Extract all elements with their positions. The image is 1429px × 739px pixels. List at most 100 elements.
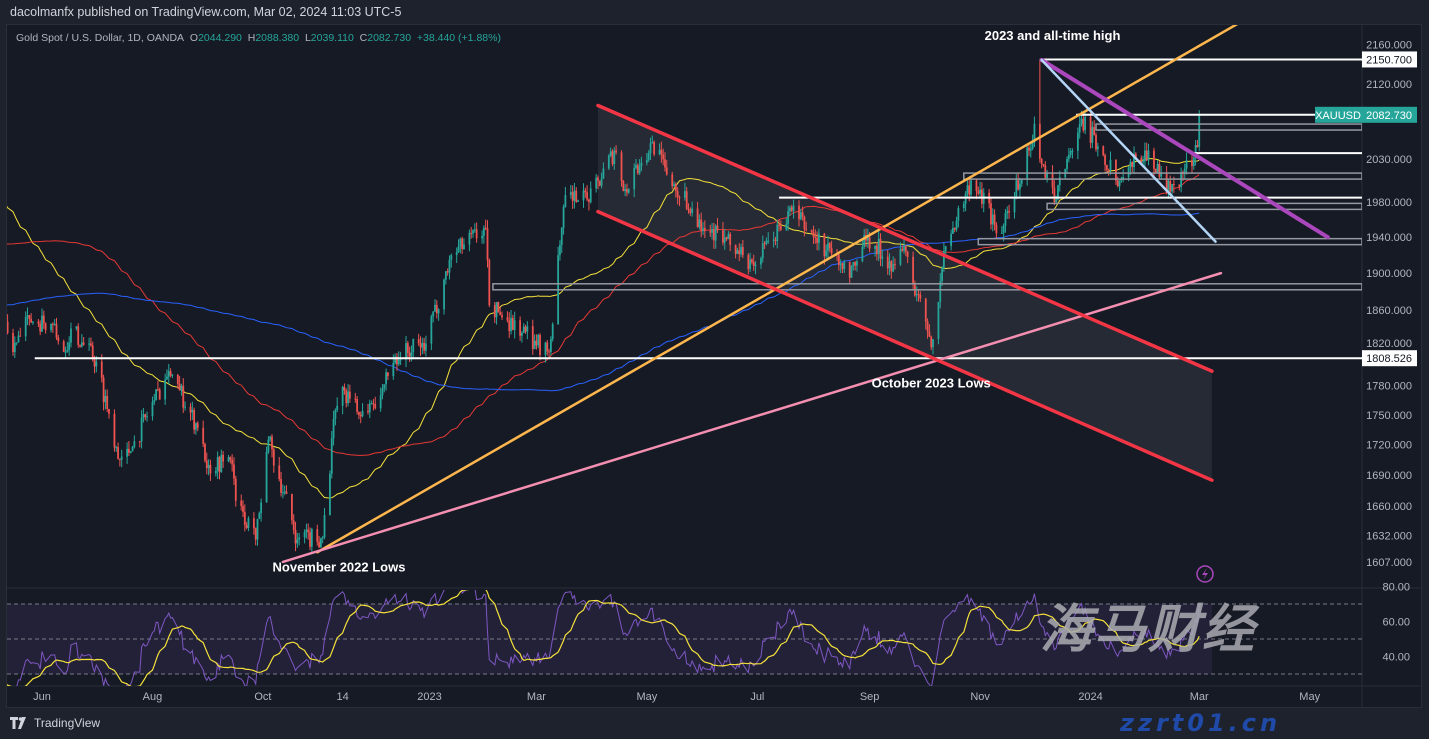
candle-body: [942, 251, 945, 268]
candle-body: [220, 454, 223, 472]
candle-body: [1107, 169, 1110, 171]
candle-body: [260, 502, 263, 514]
candle-body: [779, 226, 782, 230]
candle-body: [685, 191, 688, 209]
candle-body: [455, 251, 458, 256]
candle-body: [285, 491, 288, 495]
candle-body: [329, 473, 331, 516]
candle-body: [323, 515, 326, 538]
candle-body: [917, 294, 920, 296]
candle-body: [825, 250, 828, 257]
candle-body: [153, 400, 156, 403]
candle-body: [231, 459, 234, 465]
candle-body: [749, 259, 752, 270]
candle-body: [55, 323, 58, 338]
candle-body: [539, 335, 541, 355]
alert-lightning-icon[interactable]: [1196, 565, 1214, 583]
candle-body: [736, 250, 739, 254]
candle-body: [450, 255, 453, 260]
watermark-url: zzrt01.cn: [1120, 709, 1282, 737]
candle-body: [330, 438, 333, 474]
rsi-tick-label: 80.00: [1382, 582, 1410, 594]
candle-body: [484, 227, 487, 229]
candle-body: [296, 539, 299, 544]
price-tick-label: 2120.000: [1366, 79, 1412, 91]
candle-body: [760, 258, 762, 265]
tradingview-brand[interactable]: TradingView: [34, 716, 101, 730]
candle-body: [472, 230, 474, 234]
candle-body: [182, 385, 185, 408]
candle-body: [336, 405, 339, 410]
candle-body: [80, 342, 83, 347]
candle-body: [589, 188, 592, 203]
candle-body: [164, 379, 167, 400]
candle-body: [309, 532, 311, 547]
candle-body: [636, 165, 639, 174]
candle-body: [767, 240, 770, 242]
falling-resistance-trendline: [1039, 58, 1330, 240]
time-tick-label: Aug: [143, 691, 163, 703]
candle-body: [218, 457, 221, 472]
candle-body: [310, 529, 313, 547]
candle-body: [774, 239, 777, 242]
candle-body: [1095, 134, 1097, 150]
candle-body: [894, 264, 896, 266]
candle-body: [874, 245, 876, 249]
candle-body: [848, 261, 851, 278]
candle-body: [602, 168, 605, 179]
candle-body: [12, 332, 14, 353]
candle-body: [1042, 164, 1045, 166]
horizontal-zone: [1046, 202, 1362, 211]
candle-body: [361, 410, 364, 417]
candle-body: [856, 261, 858, 266]
candle-body: [321, 537, 324, 539]
candle-body: [747, 255, 750, 270]
candle-body: [689, 209, 692, 213]
candle-body: [638, 166, 641, 174]
candle-body: [396, 356, 398, 365]
candle-body: [676, 191, 679, 197]
candle-body: [1134, 153, 1137, 159]
channel-upper-trendline: [596, 103, 1214, 373]
candle-body: [176, 374, 179, 384]
candle-body: [521, 332, 523, 336]
candle-body: [886, 256, 889, 269]
candle-body: [944, 246, 947, 252]
candle-body: [712, 229, 715, 241]
watermark-cn: 海马财经: [1040, 600, 1257, 660]
price-tick-label: 2160.000: [1366, 39, 1412, 51]
candle-body: [1002, 225, 1005, 233]
candle-body: [272, 449, 275, 466]
candle-body: [890, 261, 893, 272]
candle-body: [843, 261, 846, 270]
candle-body: [42, 315, 45, 324]
candle-body: [316, 529, 319, 542]
candle-body: [144, 414, 147, 418]
candle-body: [222, 454, 224, 462]
candle-body: [252, 518, 255, 529]
candle-body: [868, 237, 871, 249]
candle-body: [1171, 183, 1173, 192]
candle-body: [1115, 159, 1117, 181]
candle-body: [1102, 146, 1105, 156]
rsi-tick-label: 60.00: [1382, 617, 1410, 629]
candle-body: [51, 323, 54, 325]
candle-body: [347, 391, 349, 404]
candle-body: [700, 219, 703, 232]
candle-body: [714, 225, 717, 241]
candle-body: [765, 240, 768, 244]
candle-body: [385, 372, 387, 385]
candle-body: [1067, 154, 1070, 160]
candle-body: [359, 414, 362, 417]
candle-body: [113, 413, 116, 448]
candle-body: [444, 271, 447, 280]
candle-body: [526, 326, 529, 332]
price-tick-label: 1900.000: [1366, 268, 1412, 280]
candle-body: [1082, 118, 1085, 131]
candle-body: [1055, 199, 1058, 203]
candle-body: [569, 192, 572, 196]
candle-body: [600, 178, 603, 186]
candle-body: [1129, 162, 1132, 168]
rsi-tick-label: 40.00: [1382, 652, 1410, 664]
